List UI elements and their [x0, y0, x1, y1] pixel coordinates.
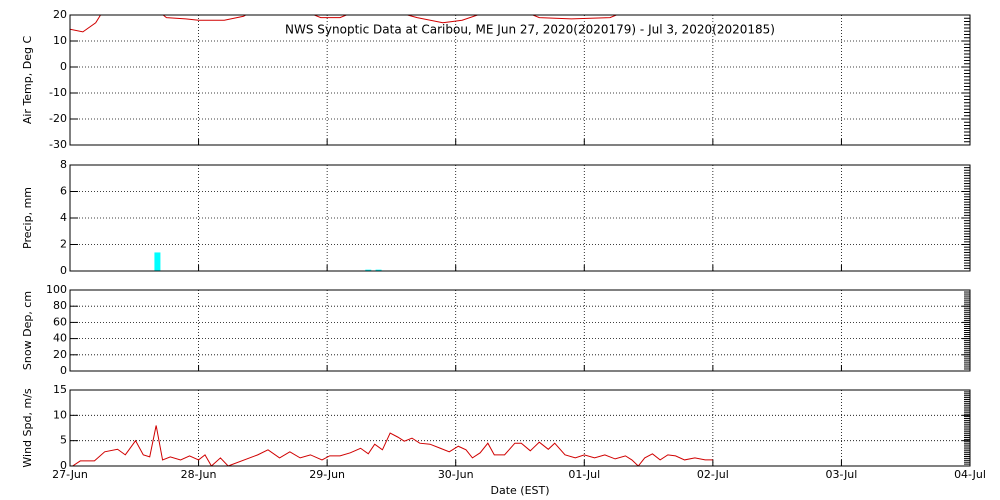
y-tick-label: 5 — [60, 434, 67, 447]
data — [154, 252, 382, 271]
panel: 0 20 40 60 80 100 Snow Dep, cm — [21, 283, 971, 377]
y-tick-label: 15 — [53, 383, 67, 396]
y-tick-label: 6 — [60, 185, 67, 198]
y-tick-label: 20 — [53, 348, 67, 361]
y-axis-label: Wind Spd, m/s — [21, 388, 34, 468]
chart-title: NWS Synoptic Data at Caribou, ME Jun 27,… — [285, 23, 775, 37]
y-tick-label: 0 — [60, 264, 67, 277]
y-tick-label: 80 — [53, 299, 67, 312]
bar — [365, 269, 372, 271]
data — [72, 425, 713, 466]
y-tick-label: 0 — [60, 459, 67, 472]
y-axis-label: Air Temp, Deg C — [21, 36, 34, 125]
panel-frame — [69, 164, 971, 272]
x-tick-label: 04-Jul — [954, 468, 986, 481]
panel-frame — [69, 389, 971, 467]
x-axis-label: Date (EST) — [490, 484, 549, 497]
x-tick-label: 28-Jun — [181, 468, 217, 481]
bar — [154, 252, 161, 271]
x-tick-label: 27-Jun — [52, 468, 88, 481]
panel-frame — [69, 289, 971, 372]
y-tick-label: 20 — [53, 8, 67, 21]
data-line — [70, 15, 618, 33]
y-tick-label: -20 — [49, 112, 67, 125]
panel: -30 -20 -10 0 10 20 Air Temp, Deg C NWS Synopti… — [21, 8, 971, 151]
y-tick-label: 100 — [46, 283, 67, 296]
panel: 0 5 10 15 27-Jun 28-Jun 29-Jun 30-Jun 01-Jul 02-J… — [21, 383, 986, 497]
y-tick-label: 8 — [60, 158, 67, 171]
x-tick-label: 03-Jul — [825, 468, 857, 481]
y-tick-label: 0 — [60, 364, 67, 377]
x-tick-label: 29-Jun — [309, 468, 345, 481]
y-tick-label: -30 — [49, 138, 67, 151]
y-axis-label: Precip, mm — [21, 187, 34, 249]
y-tick-label: 40 — [53, 332, 67, 345]
x-tick-label: 02-Jul — [697, 468, 729, 481]
y-tick-label: 10 — [53, 34, 67, 47]
bar — [375, 269, 382, 271]
x-tick-label: 01-Jul — [568, 468, 600, 481]
y-tick-label: 0 — [60, 60, 67, 73]
y-tick-label: 10 — [53, 408, 67, 421]
data-line — [72, 425, 713, 466]
x-tick-label: 30-Jun — [438, 468, 474, 481]
y-axis-label: Snow Dep, cm — [21, 291, 34, 370]
y-tick-label: -10 — [49, 86, 67, 99]
y-tick-label: 4 — [60, 211, 67, 224]
y-tick-label: 2 — [60, 238, 67, 251]
data — [70, 15, 618, 33]
panel-frame — [69, 14, 971, 146]
y-tick-label: 60 — [53, 315, 67, 328]
panel: 0 2 4 6 8 Precip, mm — [21, 158, 971, 277]
